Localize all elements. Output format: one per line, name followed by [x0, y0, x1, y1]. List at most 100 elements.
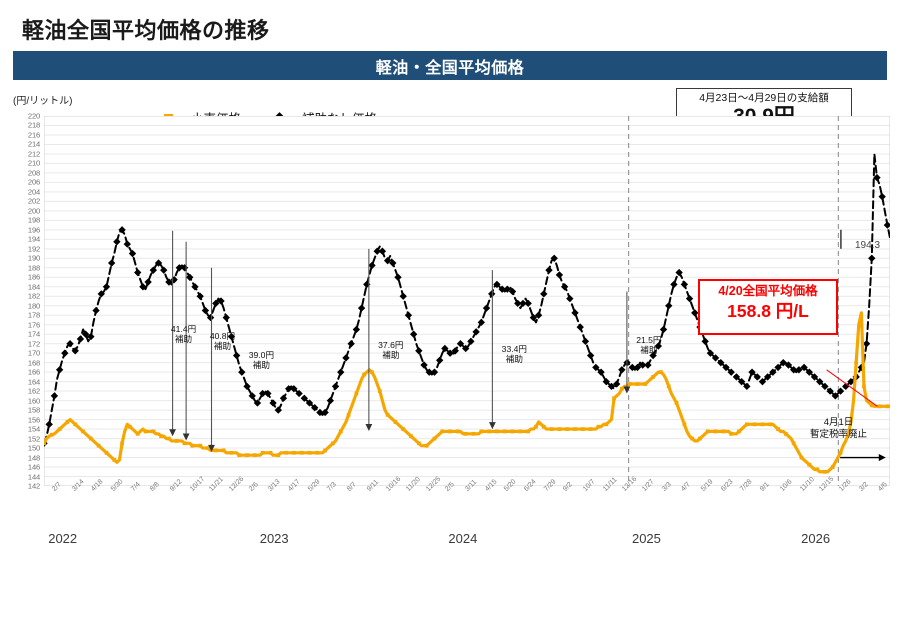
data-point-marker [165, 278, 173, 286]
data-point-marker [338, 429, 343, 434]
data-point-marker [102, 283, 111, 291]
data-point-marker [519, 299, 527, 308]
data-point-marker [776, 427, 780, 431]
peak-data-label: 194.3 [855, 240, 881, 251]
y-axis-tick-label: 164 [27, 377, 40, 387]
data-point-marker [604, 422, 609, 427]
data-point-marker [45, 420, 53, 429]
data-point-marker [346, 412, 351, 417]
data-point-marker [862, 340, 871, 348]
data-point-marker [565, 427, 570, 431]
data-point-marker [868, 254, 876, 262]
data-point-marker [800, 363, 808, 372]
data-point-marker [88, 436, 93, 441]
data-point-marker [596, 424, 601, 429]
y-axis-tick-label: 178 [27, 310, 40, 320]
data-point-marker [555, 271, 564, 279]
data-point-marker [229, 450, 234, 455]
callout-leader-line [826, 369, 878, 407]
data-point-marker [633, 363, 642, 372]
data-point-marker [682, 422, 687, 427]
data-point-marker [232, 351, 241, 360]
data-point-marker [743, 382, 751, 391]
y-axis-tick-label: 176 [27, 320, 40, 330]
data-point-marker [455, 429, 460, 434]
data-point-marker [752, 422, 757, 427]
data-point-marker [721, 429, 726, 434]
data-point-marker [352, 325, 361, 334]
subsidy-annotation: 40.8円 補助 [210, 332, 235, 352]
data-point-marker [151, 429, 156, 434]
data-point-marker [467, 337, 475, 345]
data-point-marker [206, 313, 215, 322]
y-axis-tick-label: 144 [27, 472, 40, 481]
data-point-marker [237, 453, 242, 458]
data-point-marker [299, 450, 304, 455]
data-point-marker [463, 431, 468, 436]
data-point-marker [592, 363, 600, 372]
data-point-marker [409, 330, 418, 338]
data-point-marker [201, 306, 210, 315]
y-axis-tick-label: 172 [27, 339, 40, 349]
data-point-marker [159, 434, 164, 439]
subsidy-annotation: 41.4円 補助 [171, 324, 196, 345]
y-axis-tick-label: 216 [27, 130, 40, 140]
data-point-marker [182, 441, 187, 446]
data-point-marker [627, 382, 632, 386]
data-point-marker [92, 306, 100, 315]
data-point-marker [701, 337, 709, 345]
x-axis-year-label: 2023 [259, 531, 289, 546]
data-point-marker [311, 404, 319, 412]
data-point-marker [399, 292, 407, 300]
data-point-marker [260, 450, 265, 455]
data-point-marker [347, 340, 355, 348]
data-point-marker [326, 396, 335, 405]
y-axis-tick-label: 142 [27, 481, 40, 491]
x-axis-year-label: 2024 [448, 531, 478, 546]
data-point-marker [120, 441, 124, 446]
data-point-marker [878, 192, 886, 201]
tax-abolition-arrow-head [878, 453, 886, 462]
y-axis-tick-label: 188 [27, 263, 40, 273]
subsidy-word: 補助 [252, 359, 270, 370]
y-axis-unit-label: (円/リットル) [13, 96, 73, 107]
data-point-marker [96, 443, 101, 448]
data-point-marker [737, 429, 741, 434]
data-point-marker [373, 247, 381, 255]
data-point-marker [675, 268, 683, 277]
data-point-marker [66, 340, 74, 348]
data-point-marker [65, 420, 70, 424]
data-point-marker [44, 441, 46, 446]
data-point-marker [495, 429, 499, 434]
data-point-marker [815, 467, 820, 472]
data-point-marker [290, 385, 298, 393]
data-point-marker [377, 389, 382, 394]
data-point-marker [670, 280, 678, 289]
data-point-marker [337, 368, 345, 376]
data-point-marker [659, 370, 663, 375]
chart-svg [44, 116, 890, 486]
y-axis-tick-label: 214 [27, 139, 40, 149]
data-point-marker [877, 404, 882, 409]
data-point-marker [276, 453, 281, 458]
callout-value: 158.8 円/L [727, 301, 809, 322]
subsidy-annotation: 39.0円 補助 [249, 350, 274, 371]
y-axis-tick-label: 160 [27, 396, 40, 406]
banner-title: 軽油・全国平均価格 [13, 51, 887, 80]
data-point-marker [128, 249, 137, 258]
data-point-marker [816, 377, 824, 386]
subsidy-amount: 40.8円 [209, 331, 236, 342]
data-point-marker [482, 304, 491, 312]
data-point-marker [711, 354, 720, 362]
data-point-marker [190, 443, 195, 448]
data-point-marker [862, 384, 866, 389]
data-point-marker [440, 429, 445, 434]
subsidy-amount: 33.4円 [501, 343, 527, 354]
data-point-marker [268, 450, 273, 455]
data-point-marker [378, 247, 387, 255]
data-point-marker [619, 386, 624, 391]
data-point-marker [370, 370, 374, 375]
data-point-marker [566, 294, 574, 303]
data-point-marker [321, 408, 329, 417]
data-point-marker [245, 453, 249, 458]
